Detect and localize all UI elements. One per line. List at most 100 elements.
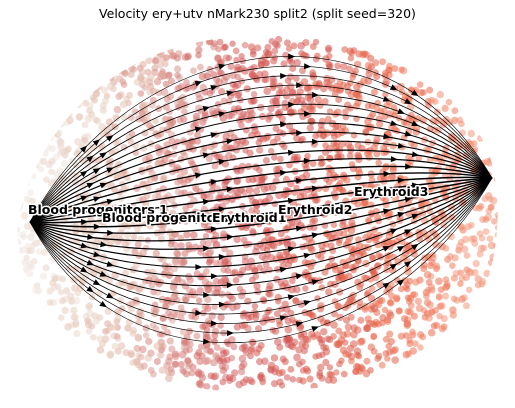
cell-point xyxy=(203,356,212,365)
cell-point xyxy=(195,51,202,59)
cell-point xyxy=(432,265,440,273)
cell-point xyxy=(182,294,190,303)
cell-point xyxy=(229,40,236,47)
cell-point xyxy=(73,296,81,305)
cell-point xyxy=(179,258,188,267)
cell-point xyxy=(197,63,204,71)
cell-point xyxy=(39,157,47,166)
cell-point xyxy=(248,345,256,353)
cell-point xyxy=(42,264,50,272)
cell-point xyxy=(460,245,469,253)
cell-point xyxy=(410,312,418,320)
cell-point xyxy=(310,382,318,391)
cell-point xyxy=(442,276,450,283)
cell-point xyxy=(165,357,173,365)
cell-point xyxy=(433,321,441,329)
cell-point xyxy=(54,107,62,115)
cell-point xyxy=(198,273,205,281)
cell-point xyxy=(320,131,328,139)
cell-point xyxy=(81,121,89,129)
cell-point xyxy=(284,325,293,334)
cell-point xyxy=(211,331,219,339)
cell-point xyxy=(330,190,339,198)
cell-point xyxy=(205,38,213,46)
cell-point xyxy=(476,135,484,142)
cell-point xyxy=(330,132,338,140)
cell-point xyxy=(426,310,434,318)
cell-point xyxy=(322,348,331,356)
cell-point xyxy=(28,142,36,149)
cell-point xyxy=(55,241,64,250)
cell-point xyxy=(186,276,194,284)
cell-point xyxy=(96,314,104,321)
cell-point xyxy=(130,233,138,241)
cell-point xyxy=(102,328,109,335)
cell-point xyxy=(17,191,21,199)
cell-point xyxy=(312,38,320,46)
cell-point xyxy=(258,252,267,261)
cell-point xyxy=(491,218,498,225)
cell-point xyxy=(183,79,190,86)
cell-point xyxy=(375,159,383,167)
cell-point xyxy=(250,339,257,346)
cell-point xyxy=(285,45,293,52)
cell-point xyxy=(466,286,473,293)
cell-point xyxy=(159,71,166,79)
cell-point xyxy=(249,176,257,184)
cell-point xyxy=(165,309,172,317)
cell-point xyxy=(231,369,239,377)
cell-point xyxy=(32,239,40,247)
cell-point xyxy=(134,360,142,369)
cell-point xyxy=(195,297,203,304)
cell-point xyxy=(172,241,179,249)
cell-point xyxy=(321,98,329,105)
cell-point xyxy=(338,140,346,148)
cell-point xyxy=(426,301,434,309)
cell-point xyxy=(489,253,497,261)
cell-point xyxy=(391,356,400,364)
cell-point xyxy=(274,293,283,302)
cell-point xyxy=(483,269,491,278)
cell-point xyxy=(99,106,107,114)
cell-point xyxy=(168,77,175,85)
cell-point xyxy=(42,150,49,157)
cell-point xyxy=(29,172,37,180)
cell-point xyxy=(442,245,450,252)
cell-point xyxy=(397,200,406,208)
cell-point xyxy=(364,102,372,110)
cell-point xyxy=(17,232,19,240)
chart-title: Velocity ery+utv nMark230 split2 (split … xyxy=(99,6,416,21)
cell-point xyxy=(126,91,133,99)
cell-point xyxy=(176,116,184,124)
cell-point xyxy=(238,344,247,352)
cell-point xyxy=(219,378,227,386)
cell-point xyxy=(185,359,193,368)
cell-point xyxy=(458,120,465,128)
cell-point xyxy=(71,178,80,186)
cell-point xyxy=(481,195,489,202)
stream-arrowhead xyxy=(296,130,304,137)
cell-point xyxy=(183,230,191,239)
cell-point xyxy=(493,175,498,183)
cell-point xyxy=(21,168,29,176)
cell-point xyxy=(297,42,306,50)
stream-arrowhead xyxy=(226,330,234,337)
cell-point xyxy=(174,65,182,73)
cell-point xyxy=(17,226,21,234)
cell-point xyxy=(131,247,139,255)
cell-point xyxy=(335,339,343,347)
cell-point xyxy=(87,83,95,91)
cell-point xyxy=(246,149,254,157)
cell-point xyxy=(312,353,319,360)
cell-point xyxy=(185,241,193,249)
cell-point xyxy=(312,80,320,88)
cell-point xyxy=(325,46,332,54)
cell-point xyxy=(195,104,203,112)
cell-point xyxy=(326,52,333,60)
cell-point xyxy=(419,116,427,124)
cell-point xyxy=(120,113,128,121)
cell-point xyxy=(57,289,65,296)
cell-point xyxy=(212,384,220,392)
cell-point xyxy=(485,159,494,167)
cell-point xyxy=(300,51,308,59)
